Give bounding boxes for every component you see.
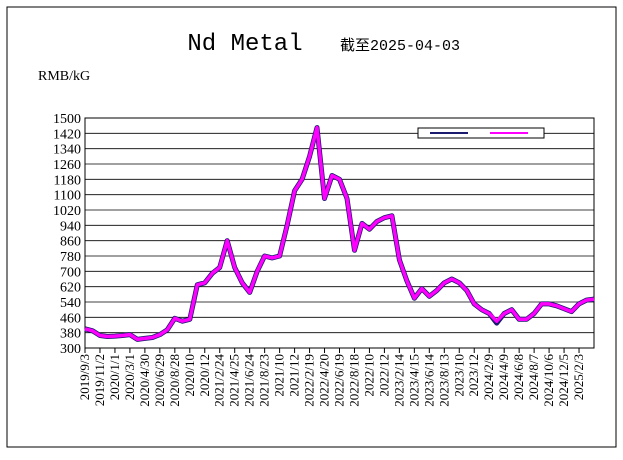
frame: [6, 6, 617, 448]
y-tick-label: 460: [60, 311, 81, 326]
y-tick-label: 620: [60, 281, 81, 296]
x-tick-label: 2021/6/24: [242, 354, 257, 407]
x-tick-label: 2024/8/7: [526, 354, 541, 401]
x-tick-label: 2022/8/18: [346, 354, 361, 407]
x-tick-label: 2025/2/3: [571, 354, 586, 400]
x-tick-label: 2023/6/14: [421, 354, 436, 407]
x-tick-label: 2023/10: [451, 354, 466, 397]
y-tick-label: 1100: [54, 189, 81, 204]
x-tick-label: 2020/1/1: [107, 354, 122, 400]
y-axis-label: RMB/kG: [38, 69, 90, 84]
y-tick-label: 780: [60, 250, 81, 265]
legend: [417, 127, 545, 139]
x-tick-label: 2020/12: [197, 354, 212, 397]
data-line: [84, 125, 595, 342]
y-tick-label: 300: [60, 342, 81, 357]
x-tick-label: 2021/8/23: [257, 354, 272, 407]
x-tick-label: 2023/4/15: [406, 354, 421, 407]
x-tick-label: 2023/12: [466, 354, 481, 397]
chart-subtitle: 截至2025-04-03: [340, 37, 460, 55]
x-tick-label: 2024/12/5: [556, 354, 571, 407]
x-tick-label: 2024/10/6: [541, 354, 556, 407]
x-tick-label: 2022/10: [361, 354, 376, 397]
x-tick-label: 2024/6/8: [511, 354, 526, 400]
x-tick-label: 2023/2/14: [391, 354, 406, 407]
y-tick-label: 940: [60, 219, 81, 234]
x-tick-label: 2020/10: [182, 354, 197, 397]
y-tick-label: 540: [60, 296, 81, 311]
x-tick-label: 2021/12: [287, 354, 302, 397]
x-tick-label: 2022/4/20: [317, 354, 332, 407]
y-tick-label: 380: [60, 327, 81, 342]
y-tick-label: 700: [60, 265, 81, 280]
y-tick-label: 1420: [53, 127, 81, 142]
x-tick-label: 2021/4/25: [227, 354, 242, 407]
y-tick-label: 1500: [53, 112, 81, 127]
x-tick-label: 2020/8/28: [167, 354, 182, 407]
x-tick-label: 2022/2/19: [302, 354, 317, 407]
x-tick-label: 2020/6/29: [152, 354, 167, 407]
x-tick-label: 2022/12: [376, 354, 391, 397]
y-tick-label: 860: [60, 235, 81, 250]
x-tick-label: 2024/4/9: [496, 354, 511, 400]
x-tick-label: 2020/3/1: [122, 354, 137, 400]
chart-title: Nd Metal: [187, 31, 302, 58]
x-tick-label: 2020/4/30: [137, 354, 152, 407]
y-tick-label: 1260: [53, 158, 81, 173]
x-tick-label: 2024/2/9: [481, 354, 496, 400]
x-tick-label: 2019/11/2: [92, 354, 107, 406]
x-tick-label: 2023/8/13: [436, 354, 451, 407]
x-tick-label: 2021/10: [272, 354, 287, 397]
y-tick-label: 1340: [53, 143, 81, 158]
y-tick-label: 1020: [53, 204, 81, 219]
y-tick-label: 1180: [54, 173, 81, 188]
x-tick-label: 2019/9/3: [77, 354, 92, 400]
x-tick-label: 2022/6/19: [332, 354, 347, 407]
x-tick-label: 2021/2/24: [212, 354, 227, 407]
